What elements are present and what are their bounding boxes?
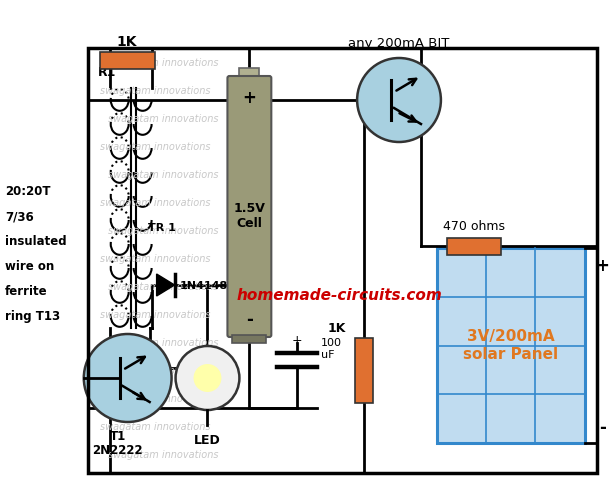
Text: 1N4148: 1N4148	[180, 281, 228, 291]
Circle shape	[175, 346, 240, 410]
Circle shape	[84, 334, 172, 422]
Text: swagatam innovations: swagatam innovations	[100, 254, 210, 264]
Text: R1: R1	[98, 65, 116, 78]
Text: 1K: 1K	[117, 35, 137, 49]
Text: 470 ohms: 470 ohms	[443, 220, 505, 233]
Bar	[88, 48, 596, 473]
Text: swagatam innovations: swagatam innovations	[108, 394, 218, 404]
Text: -: -	[599, 419, 606, 437]
Text: 1.5V
Cell: 1.5V Cell	[233, 202, 265, 230]
Text: swagatam innovations: swagatam innovations	[100, 310, 210, 320]
Text: swagatam innovations: swagatam innovations	[100, 86, 210, 96]
Text: +: +	[596, 257, 609, 275]
Text: TR 1: TR 1	[148, 223, 175, 233]
Text: LED: LED	[194, 434, 221, 446]
Bar	[355, 338, 373, 403]
Text: swagatam innovations: swagatam innovations	[108, 170, 218, 180]
Bar	[100, 52, 155, 69]
Text: swagatam innovations: swagatam innovations	[108, 114, 218, 124]
Text: 7/36: 7/36	[5, 210, 34, 223]
Polygon shape	[156, 274, 175, 296]
Text: swagatam innovations: swagatam innovations	[108, 450, 218, 460]
Text: T1: T1	[109, 430, 126, 442]
Text: ferrite: ferrite	[5, 285, 48, 298]
Text: swagatam innovations: swagatam innovations	[108, 226, 218, 236]
Text: swagatam innovations: swagatam innovations	[100, 422, 210, 432]
Circle shape	[194, 364, 221, 392]
FancyBboxPatch shape	[227, 76, 271, 337]
Text: ring T13: ring T13	[5, 310, 60, 323]
Text: wire on: wire on	[5, 260, 54, 273]
Circle shape	[357, 58, 441, 142]
Text: swagatam innovations: swagatam innovations	[108, 58, 218, 68]
Text: 20:20T: 20:20T	[5, 185, 51, 198]
Bar	[240, 68, 259, 80]
Text: -: -	[246, 311, 253, 329]
Bar	[447, 238, 501, 255]
Text: any 200mA BJT: any 200mA BJT	[348, 38, 450, 51]
Text: swagatam innovations: swagatam innovations	[108, 338, 218, 348]
Text: swagatam innovations: swagatam innovations	[100, 142, 210, 152]
Text: 1K: 1K	[328, 321, 346, 334]
Bar	[437, 248, 585, 443]
Bar	[232, 335, 266, 343]
Text: +: +	[292, 334, 302, 348]
Text: swagatam innovations: swagatam innovations	[100, 198, 210, 208]
Text: swagatam innovations: swagatam innovations	[108, 282, 218, 292]
Text: insulated: insulated	[5, 235, 67, 248]
Text: 2N2222: 2N2222	[92, 443, 143, 456]
Text: 100
uF: 100 uF	[321, 338, 342, 360]
Text: homemade-circuits.com: homemade-circuits.com	[236, 288, 442, 303]
Text: +: +	[243, 89, 257, 107]
Text: 3V/200mA
solar Panel: 3V/200mA solar Panel	[463, 329, 558, 362]
Text: swagatam innovations: swagatam innovations	[100, 366, 210, 376]
